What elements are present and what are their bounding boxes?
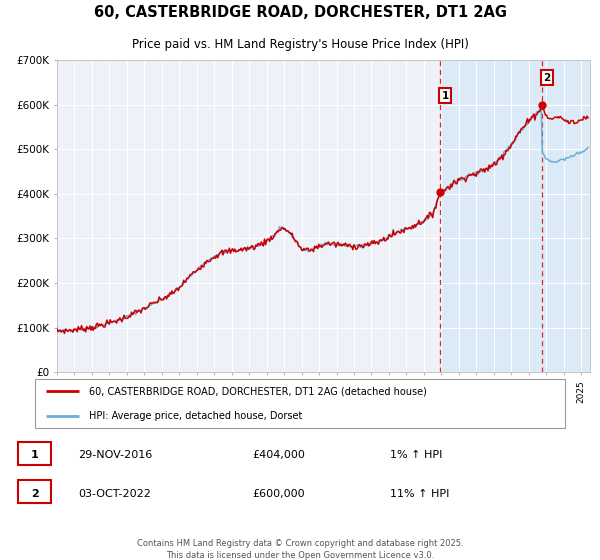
Text: 29-NOV-2016: 29-NOV-2016 (78, 450, 152, 460)
Text: Contains HM Land Registry data © Crown copyright and database right 2025.
This d: Contains HM Land Registry data © Crown c… (137, 539, 463, 560)
Text: 1: 1 (442, 91, 449, 101)
Text: 2: 2 (31, 489, 38, 498)
FancyBboxPatch shape (35, 379, 565, 428)
Text: Price paid vs. HM Land Registry's House Price Index (HPI): Price paid vs. HM Land Registry's House … (131, 38, 469, 51)
Text: HPI: Average price, detached house, Dorset: HPI: Average price, detached house, Dors… (89, 411, 303, 421)
Text: £404,000: £404,000 (252, 450, 305, 460)
Bar (440, 60, 590, 372)
Text: 60, CASTERBRIDGE ROAD, DORCHESTER, DT1 2AG: 60, CASTERBRIDGE ROAD, DORCHESTER, DT1 2… (94, 5, 506, 20)
Text: £600,000: £600,000 (252, 489, 305, 498)
Text: 60, CASTERBRIDGE ROAD, DORCHESTER, DT1 2AG (detached house): 60, CASTERBRIDGE ROAD, DORCHESTER, DT1 2… (89, 386, 427, 396)
Text: 03-OCT-2022: 03-OCT-2022 (78, 489, 151, 498)
Text: 2: 2 (544, 73, 551, 83)
Text: 1% ↑ HPI: 1% ↑ HPI (390, 450, 442, 460)
Text: 1: 1 (31, 450, 38, 460)
Text: 11% ↑ HPI: 11% ↑ HPI (390, 489, 449, 498)
